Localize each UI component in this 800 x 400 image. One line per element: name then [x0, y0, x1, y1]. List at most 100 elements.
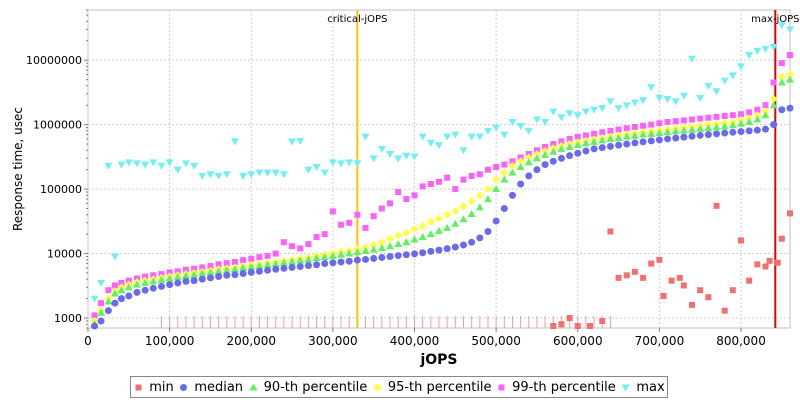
legend: min median 90-th percentile 95-th percentil… — [130, 376, 668, 398]
data-point — [272, 265, 280, 273]
data-point — [615, 126, 622, 133]
axes: 0 100,000 200,000 300,000 400,000 500,000 600,… — [26, 9, 766, 348]
data-point — [353, 256, 361, 264]
series-99-th-percentile — [91, 52, 793, 319]
data-point — [769, 94, 778, 103]
data-point — [574, 133, 581, 140]
data-point — [353, 248, 362, 256]
data-point — [557, 144, 566, 152]
data-point — [328, 159, 337, 167]
data-point — [679, 126, 688, 134]
data-point — [630, 99, 639, 107]
data-point — [787, 52, 793, 59]
data-point — [492, 217, 500, 225]
legend-label: 90-th percentile — [263, 379, 368, 395]
data-point — [573, 141, 582, 149]
data-point — [483, 195, 492, 203]
data-point — [689, 116, 696, 123]
data-point — [566, 152, 574, 160]
data-point — [403, 196, 410, 203]
data-point — [500, 175, 509, 183]
data-point — [671, 127, 680, 135]
data-point — [199, 264, 206, 271]
data-point — [394, 231, 403, 240]
x-tick-label: 600,000 — [553, 334, 603, 348]
data-point — [230, 265, 239, 273]
data-point — [427, 247, 435, 255]
data-point — [166, 281, 174, 289]
data-point — [737, 63, 746, 71]
x-tick-label: 0 — [84, 334, 92, 348]
data-point — [206, 171, 215, 179]
data-point — [279, 171, 288, 179]
data-point — [541, 118, 550, 126]
data-point — [516, 163, 525, 171]
data-point — [549, 147, 558, 155]
data-point — [124, 283, 133, 291]
data-point — [272, 250, 279, 257]
data-point — [419, 249, 427, 257]
data-point — [157, 282, 165, 290]
legend-label: min — [149, 379, 174, 395]
data-point — [354, 211, 361, 218]
data-point — [198, 275, 206, 283]
data-point — [517, 180, 525, 188]
data-point — [263, 169, 272, 177]
data-point — [386, 234, 395, 243]
data-point — [558, 138, 565, 145]
data-point — [713, 130, 721, 138]
data-point — [166, 269, 173, 276]
data-point — [607, 228, 614, 235]
data-point — [647, 84, 656, 92]
legend-item: 95-th percentile — [372, 380, 492, 395]
data-point — [329, 259, 337, 267]
data-point — [142, 273, 149, 280]
data-point — [297, 245, 304, 252]
data-point — [532, 154, 541, 162]
data-point — [467, 210, 476, 218]
data-point — [467, 197, 476, 206]
data-point — [606, 142, 614, 150]
data-point — [532, 150, 541, 159]
data-point — [550, 323, 557, 329]
data-point — [435, 214, 443, 223]
data-point — [104, 297, 113, 305]
data-point — [149, 159, 158, 167]
data-point — [377, 145, 386, 153]
data-point — [712, 123, 721, 131]
data-point — [239, 263, 248, 271]
data-point — [230, 138, 239, 146]
data-point — [614, 105, 623, 113]
x-tick-label: 200,000 — [226, 334, 276, 348]
data-point — [738, 237, 745, 244]
data-point — [240, 257, 247, 264]
data-point — [770, 79, 777, 86]
legend-marker — [249, 383, 258, 390]
data-point — [720, 77, 729, 85]
data-point — [321, 260, 329, 268]
data-point — [394, 155, 403, 163]
data-point — [436, 178, 442, 185]
data-point — [623, 272, 630, 279]
data-point — [746, 109, 753, 116]
legend-item: 99-th percentile — [496, 380, 616, 395]
data-point — [509, 158, 516, 165]
data-point — [264, 252, 271, 259]
legend-swatch — [180, 383, 188, 391]
data-point — [345, 159, 354, 167]
data-point — [475, 191, 484, 200]
data-point — [599, 317, 606, 324]
reference-line-label: max-jOPS — [751, 14, 799, 25]
data-point — [786, 104, 794, 112]
data-point — [346, 219, 353, 226]
data-point — [524, 158, 533, 166]
data-point — [125, 292, 133, 300]
data-point — [663, 95, 672, 103]
data-point — [557, 154, 565, 162]
data-point — [508, 161, 517, 170]
data-point — [304, 166, 313, 174]
data-point — [754, 106, 761, 113]
data-point — [402, 228, 411, 237]
data-point — [418, 133, 427, 141]
data-point — [271, 259, 280, 267]
